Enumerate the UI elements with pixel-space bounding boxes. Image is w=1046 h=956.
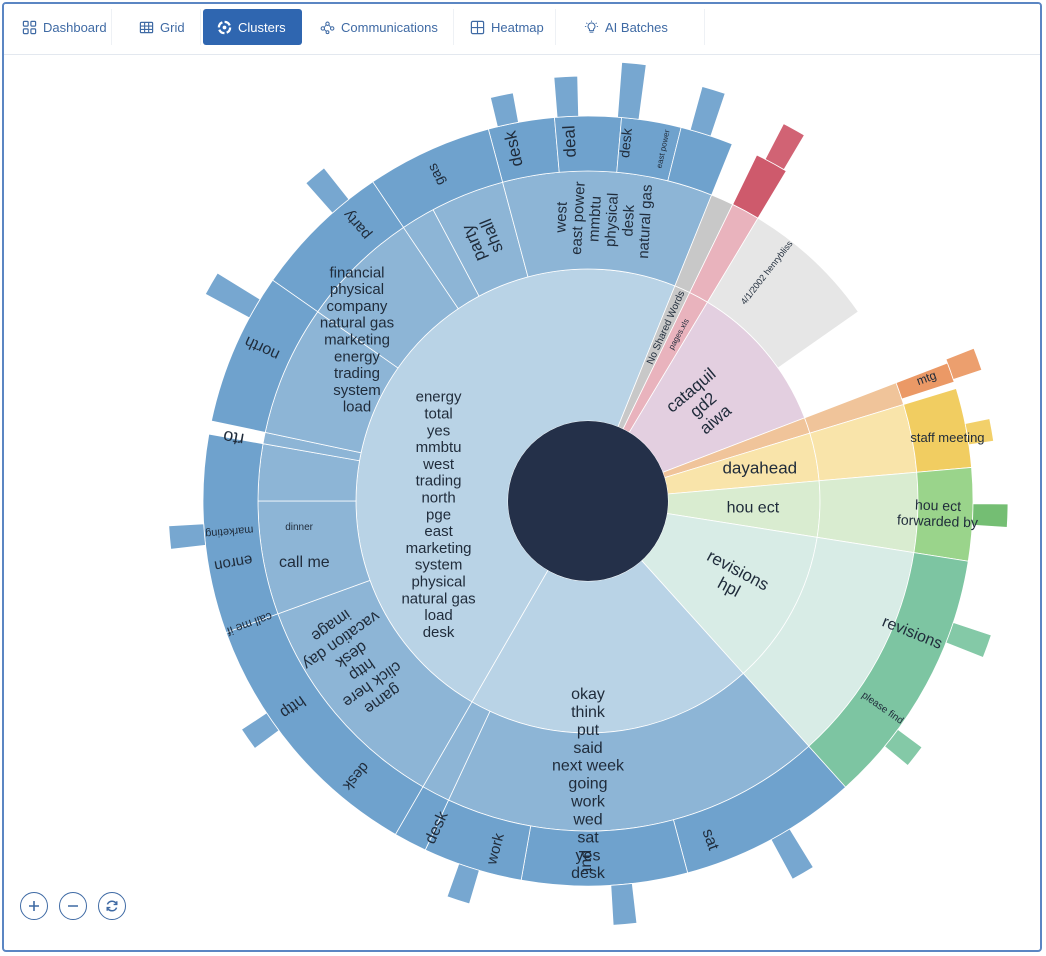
ring3-segment-4[interactable] bbox=[372, 128, 504, 228]
outer-fragment-4[interactable] bbox=[305, 167, 350, 214]
ring3-segment-12[interactable] bbox=[394, 786, 450, 851]
ring3-segment-8[interactable] bbox=[225, 613, 424, 835]
ring3-segment-6[interactable] bbox=[210, 279, 319, 433]
reset-view-button[interactable] bbox=[98, 892, 126, 920]
tab-label: Clusters bbox=[238, 19, 286, 35]
communications-icon bbox=[320, 20, 335, 35]
tab-ai-batches[interactable]: AI Batches bbox=[570, 9, 705, 45]
ring3-segment-5[interactable] bbox=[272, 181, 405, 313]
minus-icon bbox=[65, 898, 81, 914]
segment-label: dinner bbox=[285, 522, 313, 533]
segment-label: energy total yes mmbtu west trading north pge ea… bbox=[401, 389, 475, 641]
outer-fragment-0[interactable] bbox=[489, 92, 519, 128]
plus-icon bbox=[26, 898, 42, 914]
tab-grid[interactable]: Grid bbox=[125, 9, 201, 45]
outer-fragment-12[interactable] bbox=[964, 418, 995, 446]
cluster-sunburst: energy total yes mmbtu west trading north pge ea… bbox=[4, 56, 1040, 950]
zoom-in-button[interactable] bbox=[20, 892, 48, 920]
outer-fragment-2[interactable] bbox=[617, 61, 647, 120]
ai-batches-icon bbox=[584, 20, 599, 35]
segment-label: mtg bbox=[915, 368, 939, 388]
sunburst-center[interactable] bbox=[508, 421, 668, 581]
outer-fragment-7[interactable] bbox=[240, 712, 280, 749]
sunburst-svg: energy total yes mmbtu west trading north pge ea… bbox=[168, 61, 1009, 926]
outer-fragment-10[interactable] bbox=[446, 863, 480, 905]
zoom-out-button[interactable] bbox=[59, 892, 87, 920]
heatmap-icon bbox=[470, 20, 485, 35]
tab-label: Dashboard bbox=[43, 19, 107, 35]
segment-label: dayahead bbox=[722, 459, 797, 478]
outer-fragment-5[interactable] bbox=[204, 272, 261, 319]
outer-fragment-8[interactable] bbox=[770, 828, 814, 880]
segment-label: call me bbox=[279, 554, 330, 571]
outer-fragment-14[interactable] bbox=[945, 622, 992, 658]
tab-bar: Dashboard Grid Clusters Communications H… bbox=[4, 4, 1040, 55]
segment-label: okay think put said next week going work wed sat… bbox=[552, 686, 625, 882]
segment-label: hou ectforwarded by bbox=[897, 496, 979, 530]
tab-dashboard[interactable]: Dashboard bbox=[8, 9, 112, 45]
tab-communications[interactable]: Communications bbox=[306, 9, 454, 45]
grid-icon bbox=[139, 20, 154, 35]
outer-fragment-11[interactable] bbox=[945, 347, 983, 380]
tab-heatmap[interactable]: Heatmap bbox=[456, 9, 556, 45]
segment-label: rto bbox=[221, 427, 245, 450]
tab-clusters[interactable]: Clusters bbox=[203, 9, 302, 45]
ring3-segment-7[interactable] bbox=[202, 433, 279, 634]
segment-label: sat bbox=[698, 827, 721, 853]
segment-label: deal bbox=[559, 125, 580, 158]
clusters-icon bbox=[217, 20, 232, 35]
tab-label: Grid bbox=[160, 19, 185, 35]
segment-label: hou ect bbox=[727, 499, 780, 516]
tab-label: Communications bbox=[341, 19, 438, 35]
outer-fragment-6[interactable] bbox=[168, 523, 206, 550]
segment-label: westeast powermmbtuphysicaldesknatural g… bbox=[551, 180, 656, 259]
dashboard-icon bbox=[22, 20, 37, 35]
segment-label: financial physical company natural gas marke… bbox=[320, 264, 394, 415]
tab-label: Heatmap bbox=[491, 19, 544, 35]
segment-label: desk bbox=[616, 126, 635, 158]
outer-fragment-1[interactable] bbox=[553, 75, 580, 118]
segment-label: partyshall bbox=[458, 214, 508, 264]
segment-label: marketing bbox=[205, 523, 254, 539]
segment-label: staff meeting bbox=[910, 430, 984, 445]
outer-fragment-16[interactable] bbox=[764, 123, 805, 171]
outer-fragment-3[interactable] bbox=[689, 85, 726, 137]
refresh-icon bbox=[104, 898, 120, 914]
outer-fragment-13[interactable] bbox=[971, 503, 1009, 528]
outer-fragment-9[interactable] bbox=[610, 883, 638, 926]
tab-label: AI Batches bbox=[605, 19, 668, 35]
ring2-segment-11[interactable] bbox=[706, 217, 859, 369]
segment-label: enron bbox=[213, 551, 254, 574]
segment-label: put bbox=[578, 850, 595, 873]
outer-fragment-15[interactable] bbox=[884, 728, 923, 767]
